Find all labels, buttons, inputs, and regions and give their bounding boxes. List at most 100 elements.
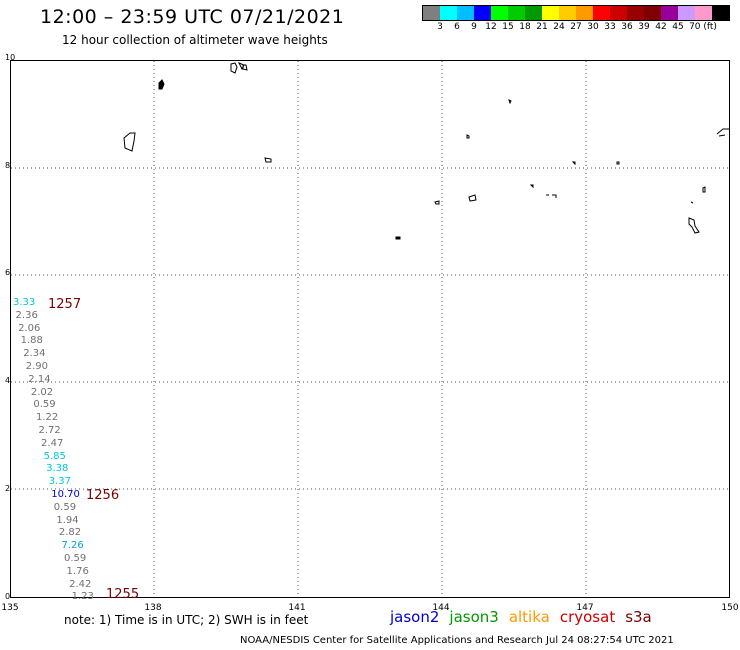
island-f bbox=[468, 194, 477, 202]
swh-value: 1.76 bbox=[66, 565, 89, 577]
colorbar-label: 39 bbox=[638, 22, 650, 32]
swh-value: 2.47 bbox=[41, 437, 64, 449]
colorbar-swatch bbox=[593, 6, 610, 20]
colorbar-label: 18 bbox=[519, 22, 531, 32]
colorbar-label: 36 bbox=[621, 22, 633, 32]
island-k bbox=[702, 186, 706, 193]
swh-value: 2.36 bbox=[15, 309, 38, 321]
island-m bbox=[688, 217, 700, 234]
pass-time-1255: 1255 bbox=[106, 587, 140, 602]
island-ngulu bbox=[158, 79, 165, 90]
legend-item-jason3: jason3 bbox=[449, 608, 499, 626]
swh-value: 7.26 bbox=[61, 540, 84, 552]
y-tick-0: 0 bbox=[5, 592, 11, 601]
y-tick-4: 4 bbox=[5, 376, 11, 385]
colorbar-swatch bbox=[440, 6, 457, 20]
colorbar-swatch bbox=[644, 6, 661, 20]
colorbar-label: 24 bbox=[553, 22, 565, 32]
island-e bbox=[529, 184, 534, 189]
swh-value: 3.38 bbox=[46, 463, 69, 475]
x-tick-144: 144 bbox=[432, 603, 450, 613]
x-tick-147: 147 bbox=[576, 603, 594, 613]
colorbar-swatch bbox=[542, 6, 559, 20]
wave-height-colorbar bbox=[422, 5, 730, 21]
legend-item-cryosat: cryosat bbox=[559, 608, 616, 626]
swh-value: 0.59 bbox=[53, 501, 77, 513]
colorbar-label: 12 bbox=[485, 22, 497, 32]
graticule bbox=[11, 61, 729, 597]
map-subtitle: 12 hour collection of altimeter wave hei… bbox=[62, 33, 328, 47]
island-palau-north bbox=[230, 62, 248, 74]
y-tick-10: 10 bbox=[5, 53, 16, 62]
swh-value: 3.33 bbox=[13, 297, 36, 308]
colorbar-label: 42 bbox=[655, 22, 667, 32]
colorbar-swatch bbox=[457, 6, 474, 20]
swh-value: 2.90 bbox=[25, 361, 49, 372]
swh-value: 0.59 bbox=[33, 399, 56, 411]
swh-value: 2.02 bbox=[30, 386, 54, 398]
legend-item-jason2: jason2 bbox=[390, 608, 440, 626]
island-tobi bbox=[123, 132, 136, 152]
units-note: note: 1) Time is in UTC; 2) SWH is in fe… bbox=[64, 613, 309, 627]
colorbar-swatch bbox=[610, 6, 627, 20]
colorbar-labels: 3 6 9 12 15 18 21 24 27 30 33 36 39 42 45 70 (ft) bbox=[422, 22, 740, 34]
swh-value: 2.82 bbox=[58, 527, 82, 539]
colorbar-label: 9 bbox=[471, 22, 477, 32]
colorbar-swatch bbox=[695, 6, 712, 20]
colorbar-swatch bbox=[576, 6, 593, 20]
y-tick-8: 8 bbox=[5, 161, 11, 170]
x-tick-150: 150 bbox=[721, 603, 739, 613]
satellite-legend: jason2 jason3 altika cryosat s3a bbox=[390, 608, 652, 626]
island-g bbox=[546, 194, 557, 198]
swh-value: 2.06 bbox=[18, 322, 41, 334]
colorbar-swatch bbox=[491, 6, 508, 20]
swh-value: 0.59 bbox=[64, 553, 87, 564]
pass-time-1257: 1257 bbox=[48, 297, 82, 312]
swh-value: 5.85 bbox=[43, 450, 66, 462]
colorbar-swatch bbox=[712, 6, 729, 20]
map-canvas bbox=[11, 61, 729, 597]
swh-value: 2.34 bbox=[23, 348, 46, 360]
colorbar-swatch bbox=[423, 6, 440, 20]
credit-footer: NOAA/NESDIS Center for Satellite Applica… bbox=[240, 635, 674, 646]
swh-value: 3.37 bbox=[48, 476, 71, 488]
swh-value: 2.72 bbox=[38, 425, 61, 436]
colorbar-label: 27 bbox=[570, 22, 582, 32]
island-sonsorol bbox=[264, 157, 272, 163]
x-tick-135: 135 bbox=[1, 603, 19, 613]
colorbar-label: 15 bbox=[502, 22, 514, 32]
colorbar-swatch bbox=[678, 6, 695, 20]
colorbar-label: 70 (ft) bbox=[689, 22, 717, 32]
swh-value: 2.14 bbox=[28, 373, 51, 385]
island-j bbox=[716, 128, 729, 137]
swh-value: 2.42 bbox=[69, 578, 92, 590]
colorbar-label: 21 bbox=[536, 22, 548, 32]
island-a bbox=[508, 99, 512, 105]
island-b bbox=[466, 134, 470, 139]
colorbar-label: 33 bbox=[604, 22, 616, 32]
swh-value: 1.23 bbox=[71, 591, 94, 603]
map-title: 12:00 – 23:59 UTC 07/21/2021 bbox=[40, 6, 345, 28]
pass-time-1256: 1256 bbox=[86, 488, 120, 503]
colorbar-swatch bbox=[525, 6, 542, 20]
island-h bbox=[434, 200, 440, 205]
y-tick-6: 6 bbox=[5, 268, 11, 277]
colorbar-swatch bbox=[508, 6, 525, 20]
swh-value: 10.70 bbox=[51, 489, 80, 500]
x-tick-141: 141 bbox=[288, 603, 306, 613]
colorbar-swatch bbox=[627, 6, 644, 20]
colorbar-label: 45 bbox=[672, 22, 684, 32]
legend-item-altika: altika bbox=[508, 608, 550, 626]
map-plot-area bbox=[10, 60, 730, 598]
swh-value: 1.22 bbox=[35, 412, 59, 424]
island-d bbox=[616, 161, 620, 165]
colorbar-label: 3 bbox=[437, 22, 443, 32]
swh-value: 1.88 bbox=[20, 335, 43, 347]
island-l bbox=[690, 201, 694, 204]
colorbar-label: 6 bbox=[454, 22, 460, 32]
swh-value: 1.94 bbox=[56, 514, 79, 526]
x-tick-138: 138 bbox=[144, 603, 162, 613]
colorbar-swatch bbox=[474, 6, 491, 20]
colorbar-swatch bbox=[559, 6, 576, 20]
coastlines bbox=[123, 62, 729, 240]
